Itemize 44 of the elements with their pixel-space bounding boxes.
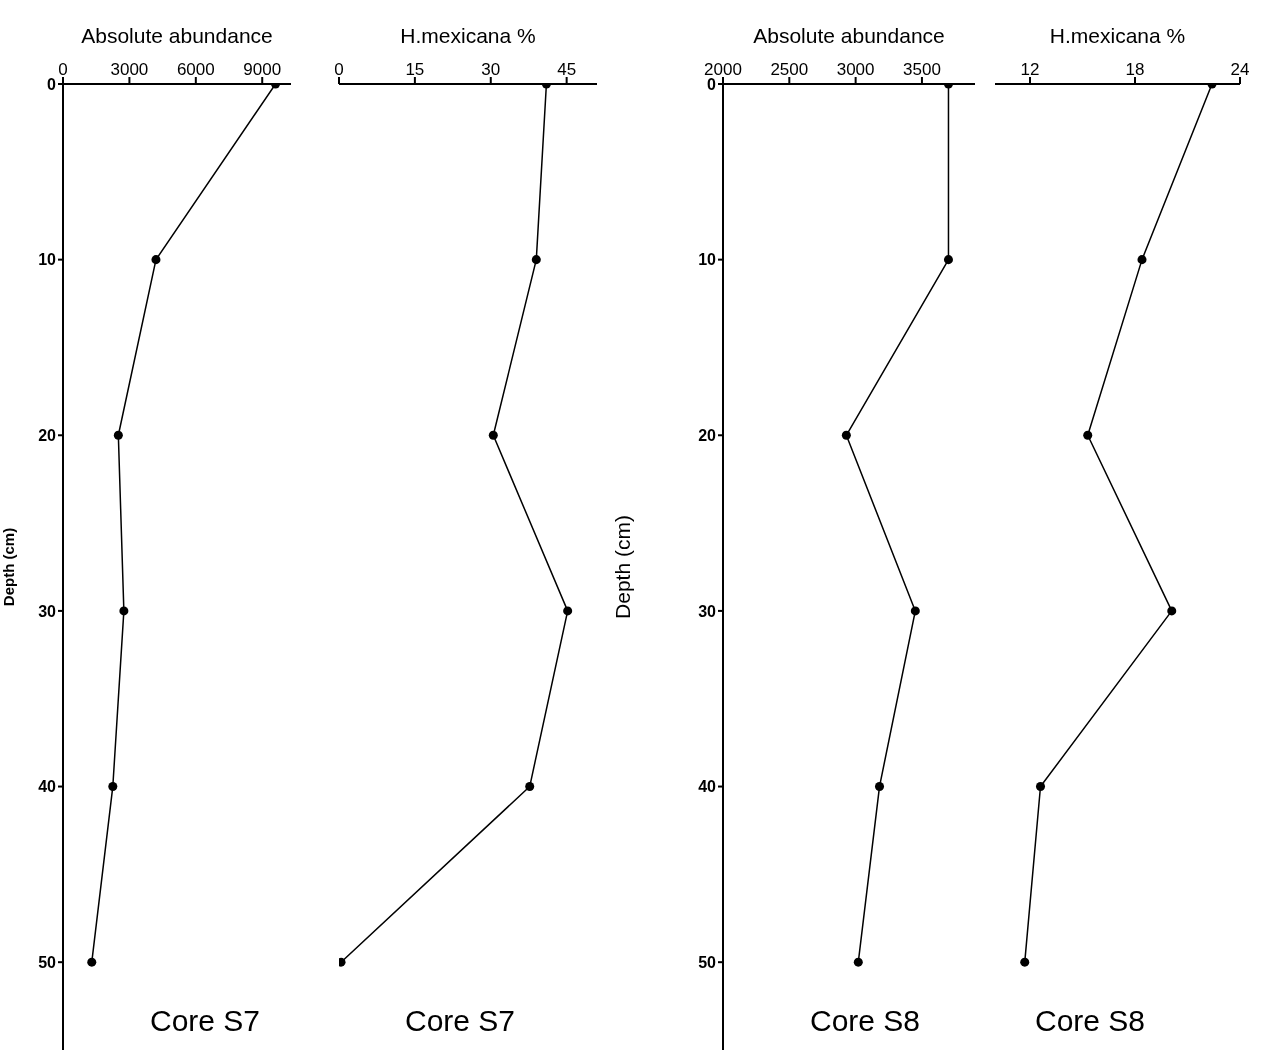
point: [531, 255, 541, 265]
x-tick-label: 15: [405, 60, 425, 79]
x-axis-title: Absolute abundance: [753, 23, 945, 47]
x-axis-title: H.mexicana %: [400, 23, 536, 47]
point: [1167, 606, 1177, 616]
point: [563, 606, 573, 616]
y-axis-title: Depth (cm): [0, 527, 18, 607]
y-tick-label: 50: [698, 953, 717, 971]
annotation: Core S7: [405, 1004, 516, 1038]
point: [488, 430, 498, 440]
x-tick-label: 30: [481, 60, 501, 79]
x-tick-label: 2500: [770, 60, 809, 79]
point: [339, 957, 346, 967]
y-tick-label: 20: [38, 426, 57, 444]
x-tick-label: 3000: [110, 60, 149, 79]
point: [525, 782, 535, 792]
x-tick-label: 24: [1230, 60, 1250, 79]
point: [1083, 430, 1093, 440]
x-tick-label: 12: [1020, 60, 1040, 79]
y-axis-title: Depth (cm): [611, 515, 635, 619]
y-tick-label: 10: [698, 251, 717, 269]
x-axis-title: Absolute abundance: [81, 23, 273, 47]
y-tick-label: 10: [38, 251, 57, 269]
annotation: Core S8: [810, 1004, 921, 1038]
x-tick-label: 6000: [176, 60, 215, 79]
x-tick-label: 3500: [903, 60, 941, 79]
x-tick-label: 45: [557, 60, 577, 79]
y-tick-label: 0: [47, 75, 57, 93]
point: [1020, 957, 1030, 967]
annotation: Core S7: [150, 1004, 261, 1038]
annotation: Core S8: [1035, 1004, 1146, 1038]
y-tick-label: 40: [38, 778, 57, 796]
point: [1137, 255, 1147, 265]
y-tick-label: 20: [698, 426, 717, 444]
x-tick-label: 18: [1125, 60, 1145, 79]
x-tick-label: 3000: [836, 60, 875, 79]
point: [1035, 782, 1046, 792]
x-tick-label: 0: [334, 60, 344, 79]
y-tick-label: 50: [38, 953, 57, 971]
x-tick-label: 9000: [243, 60, 282, 79]
y-tick-label: 30: [698, 602, 717, 620]
y-tick-label: 40: [698, 778, 717, 796]
y-tick-label: 30: [38, 602, 57, 620]
x-axis-title: H.mexicana %: [1049, 23, 1186, 47]
